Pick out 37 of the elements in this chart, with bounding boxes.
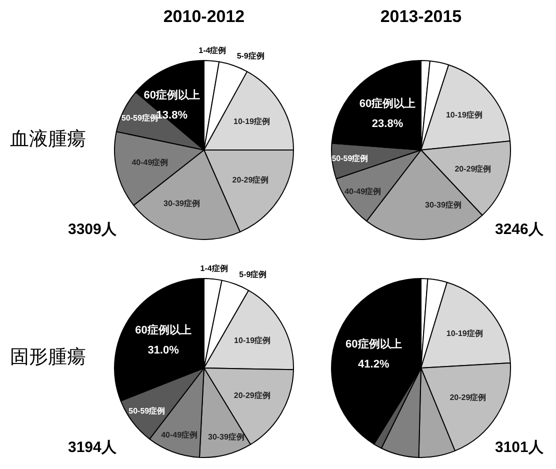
- slice-label: 40-49症例: [344, 186, 382, 196]
- data-label: 41.2%: [358, 358, 390, 371]
- text: 固形腫瘍: [10, 346, 87, 370]
- slice-label: 20-29症例: [232, 176, 269, 185]
- text: 血液腫瘍: [10, 128, 87, 152]
- slice-label: 1-4症例: [200, 264, 228, 274]
- chart-title: 2013-2015: [379, 7, 463, 27]
- slice-label: 1-4症例: [198, 46, 226, 56]
- slice-label: 20-29症例: [454, 164, 492, 174]
- slice-label: 5-9症例: [239, 270, 267, 280]
- slice-label: 30-39症例: [164, 199, 200, 208]
- slice-label: 5-9症例: [236, 51, 264, 60]
- chart-title: 2010-2012: [162, 7, 246, 27]
- text: 3246人: [495, 220, 544, 239]
- slice-label: 10-19症例: [234, 116, 270, 126]
- slice-label: 60症例以上: [359, 96, 416, 110]
- slice-label: 50-59症例: [121, 114, 158, 123]
- data-label: 31.0%: [148, 344, 180, 356]
- slice-label: 10-19症例: [446, 328, 483, 338]
- slice-label: 60症例以上: [346, 338, 402, 351]
- slice-label: 50-59症例: [128, 406, 166, 416]
- data-label: 23.8%: [372, 118, 404, 130]
- text: 3194人: [68, 438, 116, 457]
- slice-label: 30-39症例: [208, 432, 244, 442]
- slice-label: 10-19症例: [446, 110, 482, 120]
- text: 3101人: [495, 438, 544, 457]
- slice-label: 60症例以上: [144, 88, 200, 102]
- slice-label: 30-39症例: [424, 200, 462, 210]
- slice-label: 50-59症例: [332, 154, 368, 164]
- slice-label: 10-19症例: [234, 336, 271, 345]
- data-label: 13.8%: [156, 109, 188, 122]
- text: 3309人: [68, 220, 116, 239]
- slice-label: 60症例以上: [135, 323, 192, 336]
- slice-label: 40-49症例: [161, 430, 198, 440]
- slice-label: 40-49症例: [132, 158, 168, 167]
- slice-label: 20-29症例: [450, 392, 486, 402]
- slice-label: 20-29症例: [234, 390, 270, 400]
